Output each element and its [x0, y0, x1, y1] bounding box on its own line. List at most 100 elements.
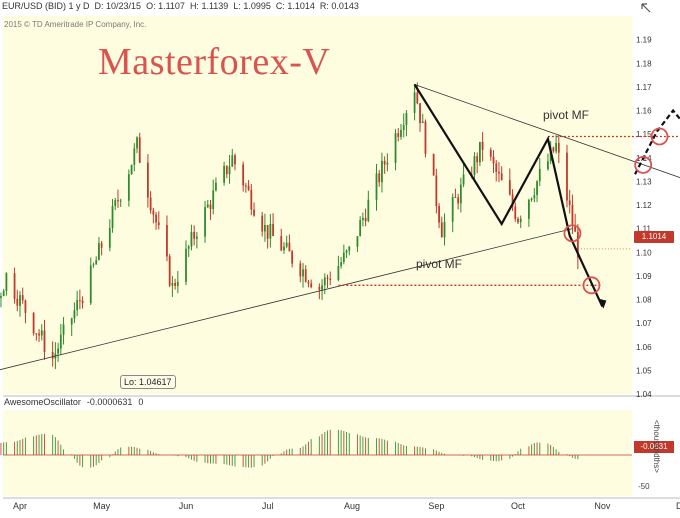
candle-body: [266, 224, 269, 239]
candle-body: [195, 236, 198, 239]
candle-body: [89, 265, 92, 304]
candle-body: [168, 256, 171, 286]
candle-body: [481, 141, 484, 150]
x-tick-label: Aug: [344, 501, 360, 511]
candle-body: [473, 156, 476, 175]
y-tick-label: 1.17: [636, 83, 652, 92]
candle-body: [38, 333, 40, 336]
oscillator-value: -0.0000631: [86, 397, 133, 407]
range-label: R: 0.0143: [319, 1, 359, 11]
y-tick-label: 1.09: [636, 272, 652, 281]
y-tick-label: 1.19: [636, 36, 652, 45]
candle-body: [209, 204, 212, 209]
candle-body: [500, 173, 503, 181]
candle-body: [361, 217, 364, 220]
candle-body: [397, 133, 400, 137]
candle-body: [536, 181, 538, 196]
candle-body: [43, 330, 46, 353]
candle-body: [187, 246, 190, 249]
candle-body: [234, 155, 236, 165]
candle-body: [225, 165, 228, 175]
price-pane: [3, 16, 632, 394]
candle-body: [244, 185, 247, 187]
oscillator-header: AwesomeOscillator -0.0000631 0: [4, 397, 143, 407]
candle-body: [155, 214, 157, 223]
candle-body: [250, 189, 253, 210]
x-tick-label: Jun: [179, 501, 194, 511]
candle-body: [59, 334, 62, 349]
candle-body: [476, 156, 479, 163]
candle-body: [438, 206, 440, 223]
candle-body: [119, 200, 122, 202]
candle-body: [32, 312, 35, 334]
y-tick-label: 1.05: [636, 366, 652, 375]
last-price-badge: 1.1014: [634, 231, 674, 243]
candle-body: [212, 190, 215, 209]
candle-body: [359, 219, 362, 237]
candle-body: [495, 163, 498, 172]
candle-body: [206, 204, 209, 208]
candle-body: [283, 246, 285, 251]
candle-body: [253, 209, 255, 216]
x-tick-label: Oct: [511, 501, 526, 511]
candle-body: [323, 277, 326, 286]
candle-body: [242, 164, 245, 186]
candle-body: [204, 207, 206, 237]
y-tick-label: 1.12: [636, 201, 652, 210]
candle-body: [498, 171, 500, 174]
candle-body: [57, 348, 59, 354]
collapse-icon[interactable]: [640, 2, 652, 14]
candle-body: [2, 290, 5, 297]
oscillator-pane: [3, 410, 632, 496]
candle-body: [231, 155, 234, 167]
x-tick-label: May: [93, 501, 111, 511]
candle-body: [457, 197, 460, 204]
candle-body: [304, 269, 307, 282]
candle-body: [247, 185, 250, 190]
candle-body: [285, 242, 288, 247]
candle-body: [51, 352, 54, 359]
candle-body: [419, 103, 421, 124]
candle-body: [299, 263, 302, 277]
candle-body: [416, 92, 419, 104]
candle-body: [318, 287, 321, 290]
candle-body: [571, 204, 574, 226]
candle-body: [451, 197, 454, 222]
copyright-text: 2015 © TD Ameritrade IP Company, Inc.: [4, 20, 147, 29]
pivot-label-upper: pivot MF: [543, 108, 590, 122]
candle-body: [424, 121, 427, 154]
candle-body: [114, 200, 117, 207]
candle-body: [272, 224, 274, 236]
candle-body: [566, 152, 568, 201]
candle-body: [190, 231, 193, 247]
candle-body: [176, 281, 179, 286]
candle-body: [440, 222, 443, 238]
candle-body: [432, 153, 435, 176]
candle-body: [329, 278, 332, 280]
candle-body: [402, 124, 405, 131]
candle-body: [117, 200, 119, 202]
oscillator-name[interactable]: AwesomeOscillator: [4, 397, 81, 407]
y-tick-label: 1.07: [636, 319, 652, 328]
oscillator-badge: -0.0631: [634, 441, 674, 453]
candle-body: [302, 269, 304, 277]
candle-body: [130, 164, 133, 175]
candle-body: [348, 246, 351, 251]
candle-body: [574, 225, 577, 232]
candle-body: [364, 217, 367, 222]
symbol-label[interactable]: EUR/USD (BID) 1 y D: [2, 1, 90, 11]
candle-body: [547, 161, 549, 170]
candle-body: [21, 295, 24, 301]
candle-body: [459, 184, 462, 204]
brand-watermark: Masterforex-V: [98, 41, 331, 83]
x-tick-label: Jul: [262, 501, 274, 511]
candle-body: [16, 298, 19, 306]
candle-body: [326, 277, 329, 279]
candle-body: [462, 174, 465, 185]
candle-body: [5, 273, 8, 291]
candle-body: [381, 160, 383, 183]
candle-body: [386, 162, 389, 165]
chart-header: EUR/USD (BID) 1 y D D: 10/23/15 O: 1.110…: [2, 1, 359, 15]
